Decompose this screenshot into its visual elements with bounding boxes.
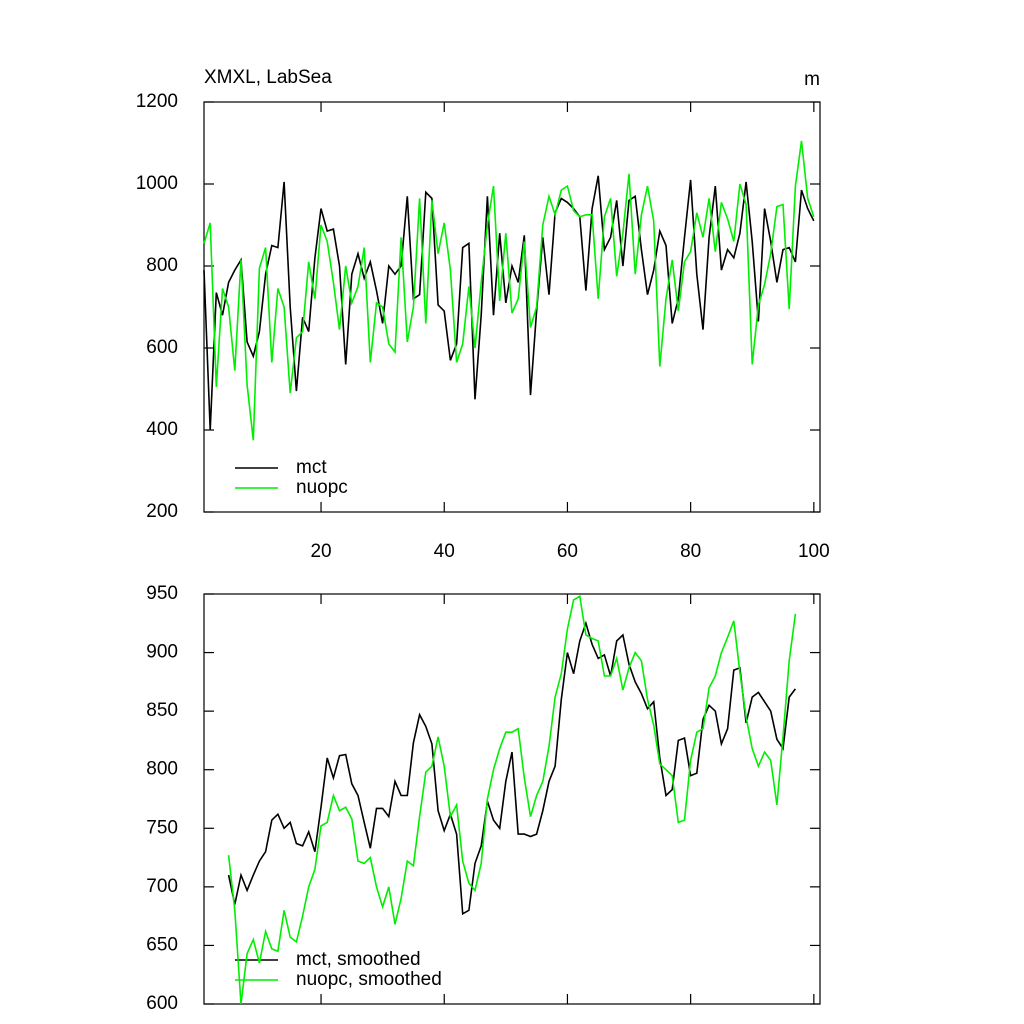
y-tick-label: 850 <box>146 700 178 721</box>
y-tick-label: 600 <box>146 337 178 358</box>
series-line <box>203 175 815 431</box>
plot-frame <box>203 101 821 513</box>
series-line <box>227 620 797 916</box>
y-tick-label: 800 <box>146 255 178 276</box>
plot-frame <box>203 593 821 1005</box>
series-line <box>203 140 815 441</box>
y-tick-label: 700 <box>146 876 178 897</box>
y-tick-label: 1000 <box>136 173 178 194</box>
x-tick-label: 100 <box>798 541 830 562</box>
y-tick-label: 400 <box>146 419 178 440</box>
y-tick-label: 600 <box>146 993 178 1014</box>
chart-title: XMXL, LabSea <box>204 67 332 88</box>
y-tick-label: 950 <box>146 583 178 604</box>
x-tick-label: 20 <box>310 541 331 562</box>
legend-label: nuopc <box>296 477 348 498</box>
y-tick-label: 200 <box>146 501 178 522</box>
y-tick-label: 1200 <box>136 91 178 112</box>
legend-label: mct, smoothed <box>296 949 421 970</box>
y-tick-label: 650 <box>146 934 178 955</box>
units-label: m <box>804 69 820 90</box>
series-line <box>227 595 797 1005</box>
legend-label: nuopc, smoothed <box>296 969 442 990</box>
x-tick-label: 60 <box>557 541 578 562</box>
x-tick-label: 40 <box>434 541 455 562</box>
y-tick-label: 750 <box>146 817 178 838</box>
legend-label: mct <box>296 457 327 478</box>
y-tick-label: 800 <box>146 759 178 780</box>
y-tick-label: 900 <box>146 642 178 663</box>
x-tick-label: 80 <box>680 541 701 562</box>
